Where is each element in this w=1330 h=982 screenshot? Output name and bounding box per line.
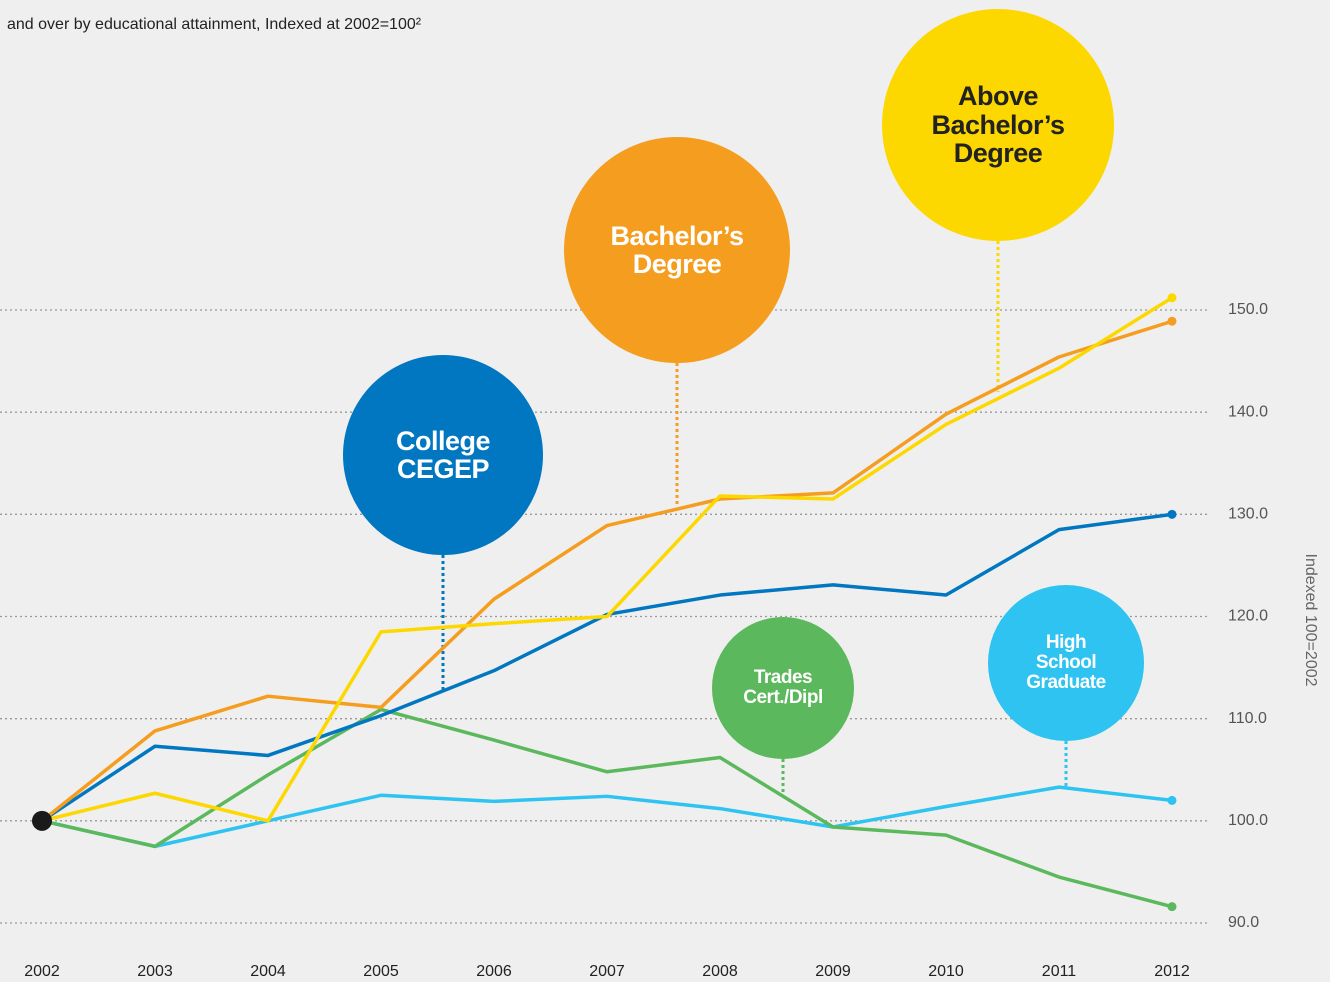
legend-label-box: High School Graduate (1026, 632, 1106, 693)
legend-label: Bachelor’s Degree (610, 220, 744, 279)
x-tick-label: 2002 (24, 963, 60, 980)
series-line (41, 785, 1173, 849)
legend-label-box: College CEGEP (395, 425, 491, 484)
start-point (32, 810, 52, 831)
legend-label-box: Trades Cert./Dipl (743, 667, 823, 708)
legend-bubble (564, 137, 790, 363)
legend-label: Above Bachelor’s Degree (931, 81, 1065, 169)
y-tick-label: 140.0 (1228, 403, 1268, 420)
x-tick-label: 2006 (476, 963, 512, 980)
legend-label: College CEGEP (395, 425, 491, 484)
y-tick-label: 100.0 (1228, 812, 1268, 829)
x-tick-label: 2010 (928, 963, 964, 980)
end-point (1167, 795, 1177, 805)
x-tick-label: 2011 (1042, 963, 1077, 980)
legend-bubble (712, 617, 854, 759)
series-line (41, 707, 1173, 909)
chart-subtitle: and over by educational attainment, Inde… (7, 16, 422, 33)
x-tick-label: 2003 (137, 963, 173, 980)
legend-label: High School Graduate (1026, 632, 1106, 693)
legend-bubble (343, 355, 543, 555)
x-tick-label: 2007 (589, 963, 625, 980)
x-tick-label: 2012 (1154, 963, 1190, 980)
y-tick-label: 90.0 (1228, 914, 1259, 931)
end-point (1167, 902, 1177, 912)
legend-bubble (988, 585, 1144, 741)
x-tick-label: 2005 (363, 963, 399, 980)
legend-label-box: Bachelor’s Degree (610, 220, 744, 279)
end-point (1167, 293, 1177, 303)
y-tick-label: 110.0 (1228, 710, 1267, 727)
x-tick-label: 2008 (702, 963, 738, 980)
x-tick-label: 2009 (815, 963, 851, 980)
end-point (1167, 509, 1177, 519)
series-line (41, 296, 1173, 823)
legend-bubble (882, 9, 1114, 241)
y-tick-label: 120.0 (1228, 608, 1268, 625)
y-axis-label: Indexed 100=2002 (1302, 553, 1319, 686)
legend-label-box: Above Bachelor’s Degree (931, 81, 1065, 169)
legend-label: Trades Cert./Dipl (743, 667, 823, 708)
y-tick-label: 150.0 (1228, 301, 1268, 318)
series-line (40, 319, 1173, 823)
end-point (1167, 316, 1177, 326)
x-tick-label: 2004 (250, 963, 286, 980)
y-tick-label: 130.0 (1228, 506, 1268, 523)
